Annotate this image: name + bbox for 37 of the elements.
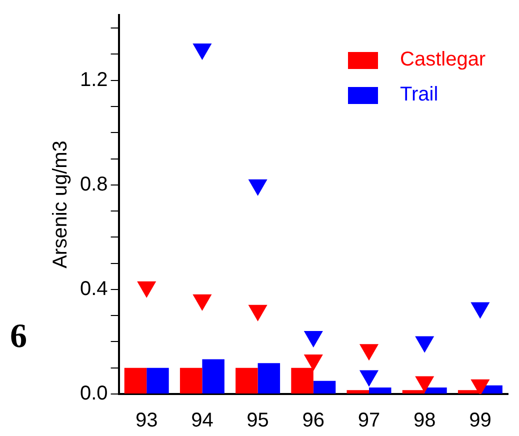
bar xyxy=(236,368,258,394)
point xyxy=(192,294,212,311)
x-tick-label: 98 xyxy=(413,410,436,432)
bar xyxy=(180,368,202,394)
point xyxy=(470,302,490,319)
bar xyxy=(313,380,336,394)
point xyxy=(248,179,268,196)
point xyxy=(192,43,212,60)
bar xyxy=(346,390,369,394)
point xyxy=(359,344,379,361)
x-tick-label: 97 xyxy=(358,410,380,432)
point xyxy=(137,281,156,298)
legend-label: Trail xyxy=(400,84,438,106)
x-tick-label: 95 xyxy=(246,410,269,432)
bar xyxy=(124,368,147,394)
y-tick-label: 0.4 xyxy=(80,278,108,300)
text: 6 xyxy=(10,318,27,355)
y-tick-label: 0.8 xyxy=(80,173,108,196)
point xyxy=(304,354,323,372)
point xyxy=(304,330,323,348)
x-tick-label: 96 xyxy=(302,410,325,432)
point xyxy=(415,376,434,393)
point xyxy=(415,336,434,353)
legend-label: Castlegar xyxy=(400,48,486,71)
bar xyxy=(424,387,447,394)
point xyxy=(470,379,490,394)
x-tick-label: 93 xyxy=(135,410,158,432)
point xyxy=(248,304,268,322)
point xyxy=(359,370,379,387)
x-tick-label: 94 xyxy=(191,410,214,432)
bar xyxy=(258,363,280,394)
x-tick-label: 99 xyxy=(469,410,492,432)
bar xyxy=(202,359,224,394)
y-tick-label: 0.0 xyxy=(80,382,108,405)
bar xyxy=(146,368,169,394)
y-tick-label: 1.2 xyxy=(80,68,108,91)
y-axis-title: Arsenic ug/m3 xyxy=(50,140,72,268)
